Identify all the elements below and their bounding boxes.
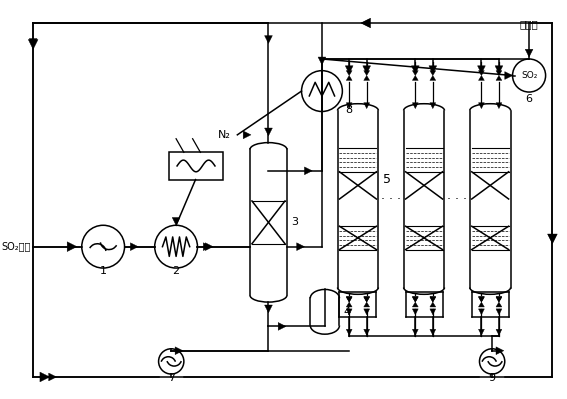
Polygon shape <box>130 243 138 251</box>
Text: 5: 5 <box>383 173 391 186</box>
Text: 8: 8 <box>345 105 353 115</box>
Polygon shape <box>40 372 50 382</box>
Polygon shape <box>496 103 502 109</box>
Polygon shape <box>412 71 418 75</box>
Text: · · ·: · · · <box>447 192 467 205</box>
Polygon shape <box>479 296 484 302</box>
Polygon shape <box>205 243 213 251</box>
Polygon shape <box>430 296 435 302</box>
Polygon shape <box>479 329 484 335</box>
Polygon shape <box>346 296 352 302</box>
Polygon shape <box>479 75 484 80</box>
Polygon shape <box>28 40 38 49</box>
Polygon shape <box>479 71 484 75</box>
Polygon shape <box>479 309 484 315</box>
Polygon shape <box>175 347 183 355</box>
Polygon shape <box>346 297 352 302</box>
Polygon shape <box>496 329 502 335</box>
Polygon shape <box>243 131 251 139</box>
Polygon shape <box>304 167 312 175</box>
Polygon shape <box>430 71 435 75</box>
Polygon shape <box>430 297 435 302</box>
Polygon shape <box>495 66 503 73</box>
Text: 2: 2 <box>172 266 180 276</box>
Text: 3: 3 <box>291 217 298 227</box>
Polygon shape <box>346 329 352 335</box>
Polygon shape <box>172 217 180 225</box>
Polygon shape <box>430 103 435 109</box>
Polygon shape <box>412 329 418 335</box>
Polygon shape <box>364 103 370 109</box>
Polygon shape <box>479 297 484 302</box>
Polygon shape <box>204 243 211 251</box>
Polygon shape <box>496 71 502 75</box>
Polygon shape <box>364 75 370 80</box>
Polygon shape <box>362 19 370 27</box>
Polygon shape <box>496 309 502 315</box>
Polygon shape <box>412 103 418 109</box>
Polygon shape <box>297 243 304 251</box>
Polygon shape <box>496 75 502 80</box>
Polygon shape <box>346 309 352 315</box>
Polygon shape <box>412 302 418 307</box>
Polygon shape <box>29 39 37 46</box>
Text: 4: 4 <box>344 307 350 317</box>
Polygon shape <box>346 71 352 75</box>
Polygon shape <box>364 329 370 335</box>
Polygon shape <box>412 309 418 315</box>
Polygon shape <box>265 36 272 43</box>
Polygon shape <box>265 305 272 313</box>
Polygon shape <box>496 347 504 355</box>
Polygon shape <box>67 242 77 251</box>
Polygon shape <box>479 302 484 307</box>
Polygon shape <box>361 18 371 28</box>
Polygon shape <box>430 329 435 335</box>
Polygon shape <box>477 66 485 73</box>
Polygon shape <box>412 75 418 80</box>
Polygon shape <box>49 373 57 381</box>
Polygon shape <box>363 66 371 73</box>
Polygon shape <box>429 66 437 73</box>
Text: 1: 1 <box>100 266 107 276</box>
Polygon shape <box>412 66 419 73</box>
Polygon shape <box>364 297 370 302</box>
Polygon shape <box>346 302 352 307</box>
Polygon shape <box>430 75 435 80</box>
Polygon shape <box>496 296 502 302</box>
Polygon shape <box>496 297 502 302</box>
Polygon shape <box>479 103 484 109</box>
Bar <box>170 152 223 180</box>
Polygon shape <box>496 302 502 307</box>
Polygon shape <box>505 72 513 79</box>
Polygon shape <box>346 75 352 80</box>
Text: 9: 9 <box>489 373 496 383</box>
Text: · · ·: · · · <box>381 192 401 205</box>
Polygon shape <box>318 57 326 65</box>
Polygon shape <box>364 296 370 302</box>
Polygon shape <box>364 71 370 75</box>
Polygon shape <box>548 234 557 244</box>
Polygon shape <box>278 322 286 330</box>
Polygon shape <box>430 302 435 307</box>
Polygon shape <box>346 103 352 109</box>
Text: 净化气: 净化气 <box>520 19 539 29</box>
Polygon shape <box>265 128 272 136</box>
Text: 6: 6 <box>526 94 532 104</box>
Polygon shape <box>525 49 533 57</box>
Polygon shape <box>412 296 418 302</box>
Text: SO₂: SO₂ <box>521 71 538 80</box>
Polygon shape <box>364 302 370 307</box>
Polygon shape <box>548 235 556 243</box>
Text: SO₂烟气: SO₂烟气 <box>2 242 31 252</box>
Text: N₂: N₂ <box>218 130 231 140</box>
Polygon shape <box>412 297 418 302</box>
Text: 7: 7 <box>168 373 175 383</box>
Polygon shape <box>364 309 370 315</box>
Polygon shape <box>430 309 435 315</box>
Polygon shape <box>345 66 353 73</box>
